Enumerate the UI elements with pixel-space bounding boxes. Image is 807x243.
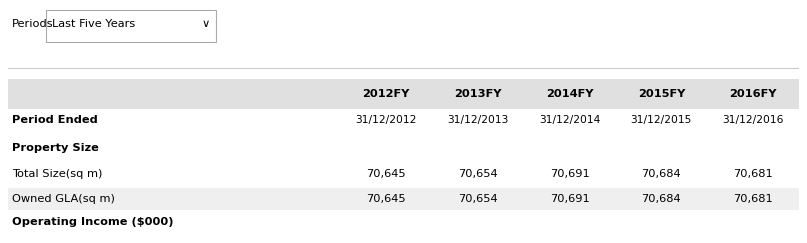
- Text: 31/12/2016: 31/12/2016: [722, 115, 784, 125]
- Text: Periods: Periods: [12, 19, 53, 29]
- Text: 2013FY: 2013FY: [454, 89, 502, 99]
- Text: 70,654: 70,654: [458, 169, 498, 179]
- Text: 70,681: 70,681: [734, 169, 773, 179]
- Text: ∨: ∨: [202, 19, 210, 29]
- Text: 31/12/2015: 31/12/2015: [631, 115, 692, 125]
- Text: 2012FY: 2012FY: [362, 89, 410, 99]
- Text: 70,645: 70,645: [366, 169, 406, 179]
- Text: Total Size(sq m): Total Size(sq m): [12, 169, 102, 179]
- Text: 70,684: 70,684: [642, 194, 681, 204]
- Text: Owned GLA(sq m): Owned GLA(sq m): [12, 194, 115, 204]
- FancyBboxPatch shape: [46, 9, 216, 42]
- Text: 70,681: 70,681: [734, 194, 773, 204]
- Text: 2015FY: 2015FY: [638, 89, 685, 99]
- Text: 70,691: 70,691: [550, 194, 589, 204]
- Text: Property Size: Property Size: [12, 143, 99, 153]
- Text: 70,645: 70,645: [366, 194, 406, 204]
- Text: 70,684: 70,684: [642, 169, 681, 179]
- Text: 2016FY: 2016FY: [730, 89, 777, 99]
- Text: 70,691: 70,691: [550, 169, 589, 179]
- Text: 70,654: 70,654: [458, 194, 498, 204]
- Text: Last Five Years: Last Five Years: [52, 19, 135, 29]
- Text: Period Ended: Period Ended: [12, 115, 98, 125]
- FancyBboxPatch shape: [8, 188, 799, 210]
- Text: 31/12/2013: 31/12/2013: [447, 115, 508, 125]
- Text: 31/12/2012: 31/12/2012: [355, 115, 416, 125]
- Text: 2014FY: 2014FY: [546, 89, 593, 99]
- Text: Operating Income ($000): Operating Income ($000): [12, 217, 174, 227]
- FancyBboxPatch shape: [8, 79, 799, 109]
- Text: 31/12/2014: 31/12/2014: [539, 115, 600, 125]
